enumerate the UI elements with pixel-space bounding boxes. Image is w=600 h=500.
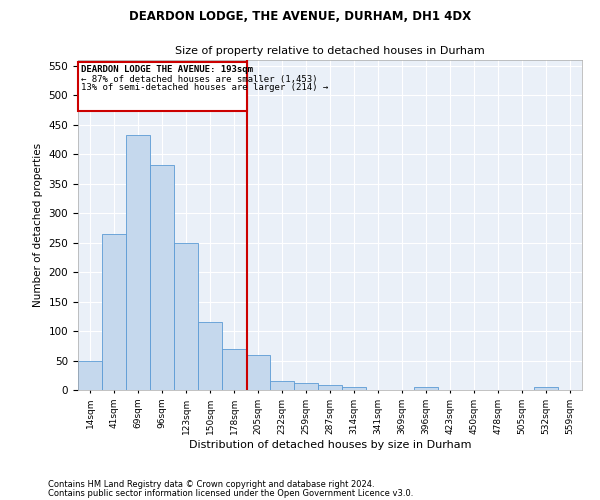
Bar [318, 386, 342, 390]
Bar [294, 383, 318, 390]
Text: DEARDON LODGE, THE AVENUE, DURHAM, DH1 4DX: DEARDON LODGE, THE AVENUE, DURHAM, DH1 4… [129, 10, 471, 23]
Bar [102, 234, 126, 390]
Bar [126, 136, 150, 390]
Bar [198, 322, 222, 390]
Title: Size of property relative to detached houses in Durham: Size of property relative to detached ho… [175, 46, 485, 56]
Text: ← 87% of detached houses are smaller (1,453): ← 87% of detached houses are smaller (1,… [81, 74, 317, 84]
Bar [246, 354, 270, 390]
Bar [174, 242, 198, 390]
Y-axis label: Number of detached properties: Number of detached properties [33, 143, 43, 307]
Bar [222, 349, 246, 390]
Text: DEARDON LODGE THE AVENUE: 193sqm: DEARDON LODGE THE AVENUE: 193sqm [81, 66, 253, 74]
Bar [78, 360, 102, 390]
Text: Contains HM Land Registry data © Crown copyright and database right 2024.: Contains HM Land Registry data © Crown c… [48, 480, 374, 489]
FancyBboxPatch shape [78, 62, 247, 112]
Text: 13% of semi-detached houses are larger (214) →: 13% of semi-detached houses are larger (… [81, 83, 328, 92]
Bar [534, 387, 558, 390]
X-axis label: Distribution of detached houses by size in Durham: Distribution of detached houses by size … [189, 440, 471, 450]
Text: Contains public sector information licensed under the Open Government Licence v3: Contains public sector information licen… [48, 490, 413, 498]
Bar [342, 387, 366, 390]
Bar [150, 165, 174, 390]
Bar [414, 387, 438, 390]
Bar [270, 381, 294, 390]
